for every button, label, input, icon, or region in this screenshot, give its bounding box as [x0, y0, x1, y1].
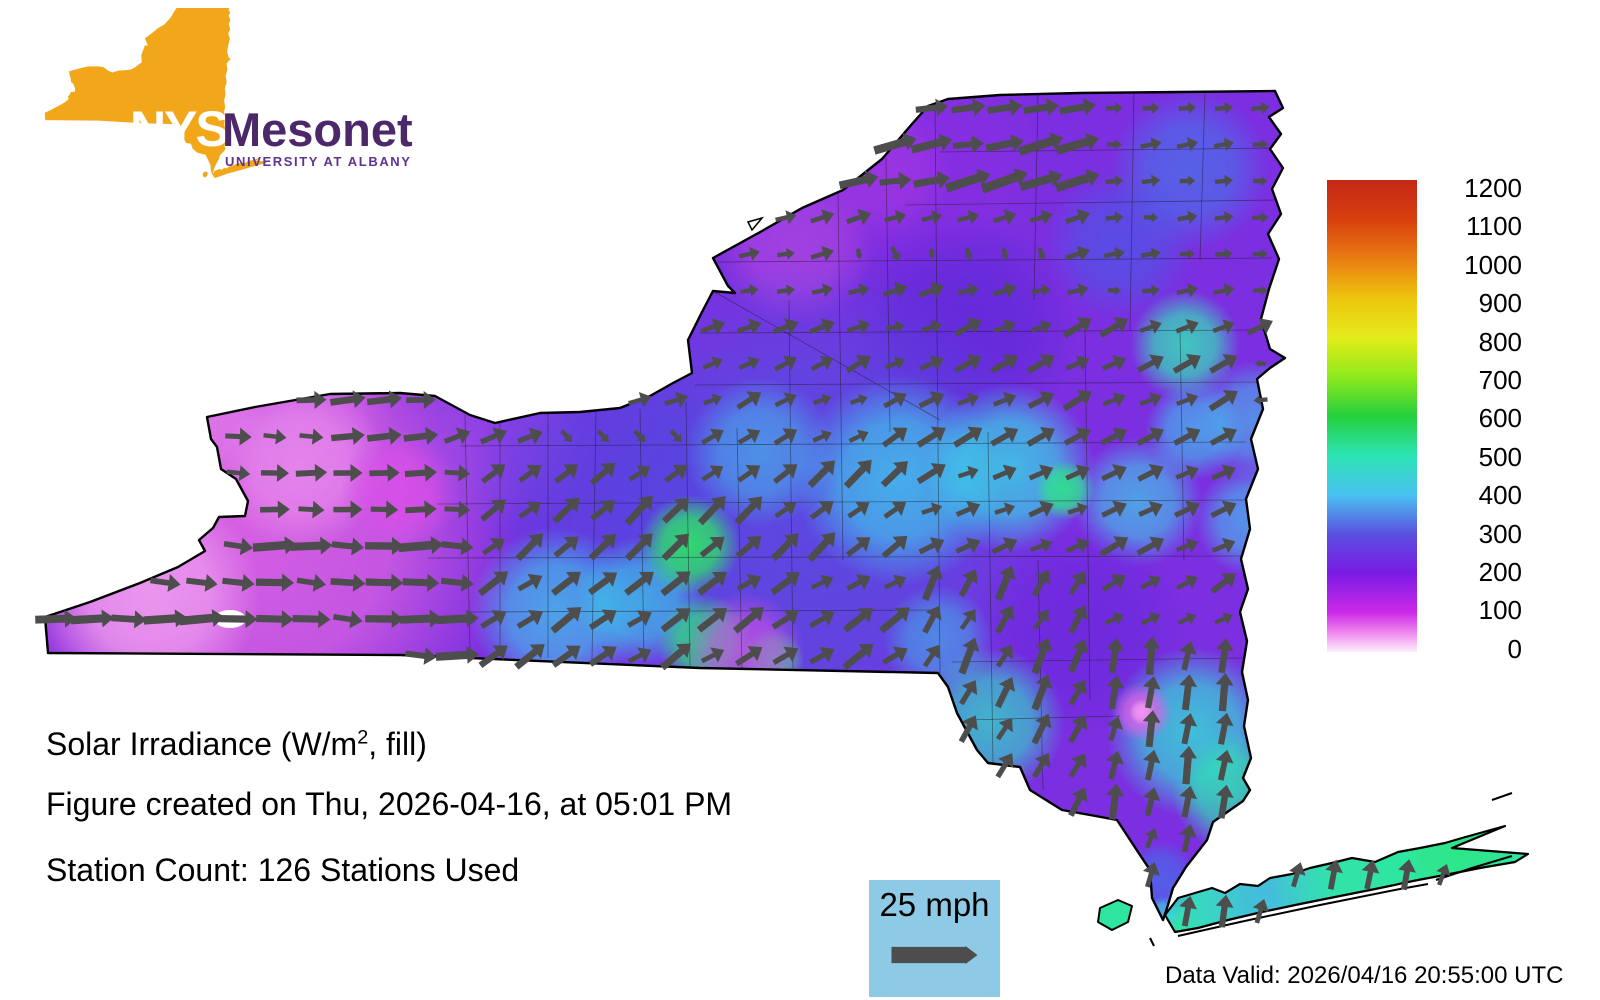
ny-state-logo-shape-icon [44, 8, 268, 178]
solar-label-suffix: , fill) [368, 726, 427, 762]
colorbar-tick-label: 400 [1478, 480, 1522, 511]
colorbar-tick-label: 1200 [1464, 173, 1522, 203]
colorbar-tick-label: 300 [1478, 518, 1522, 549]
colorbar-tick-label: 800 [1478, 326, 1522, 357]
data-valid-timestamp: Data Valid: 2026/04/16 20:55:00 UTC [1165, 962, 1564, 989]
colorbar-tick-label: 600 [1478, 403, 1522, 434]
logo-mesonet-text: Mesonet [222, 103, 413, 156]
colorbar-tick-label: 1100 [1466, 211, 1522, 242]
station-count-label: Station Count: 126 Stations Used [46, 852, 520, 888]
solar-label-superscript: 2 [357, 726, 369, 749]
nys-mesonet-logo: NYS Mesonet UNIVERSITY AT ALBANY [30, 8, 450, 208]
colorbar-tick-label: 1000 [1464, 249, 1522, 280]
colorbar-tick-label: 900 [1478, 288, 1522, 319]
figure-created-label: Figure created on Thu, 2026-04-16, at 05… [46, 786, 733, 822]
colorbar-tick-label: 100 [1478, 595, 1522, 626]
logo-university-text: UNIVERSITY AT ALBANY [225, 154, 412, 169]
colorbar-tick-label: 0 [1507, 633, 1522, 664]
colorbar-tick-label: 700 [1478, 365, 1522, 395]
solar-label-prefix: Solar Irradiance (W/m [46, 726, 358, 762]
wind-scale-arrow-icon [891, 946, 978, 964]
wind-arrows-layer [35, 98, 1451, 928]
logo-nys-text: NYS [130, 101, 229, 157]
wind-scale-legend: 25 mph [869, 880, 1000, 997]
colorbar-tick-label: 500 [1478, 441, 1522, 472]
colorbar-tick-label: 200 [1478, 557, 1522, 587]
solar-irradiance-label: Solar Irradiance (W/m2, fill) [46, 726, 427, 763]
colorbar-gradient [1327, 180, 1417, 652]
wind-scale-label: 25 mph [879, 886, 990, 923]
